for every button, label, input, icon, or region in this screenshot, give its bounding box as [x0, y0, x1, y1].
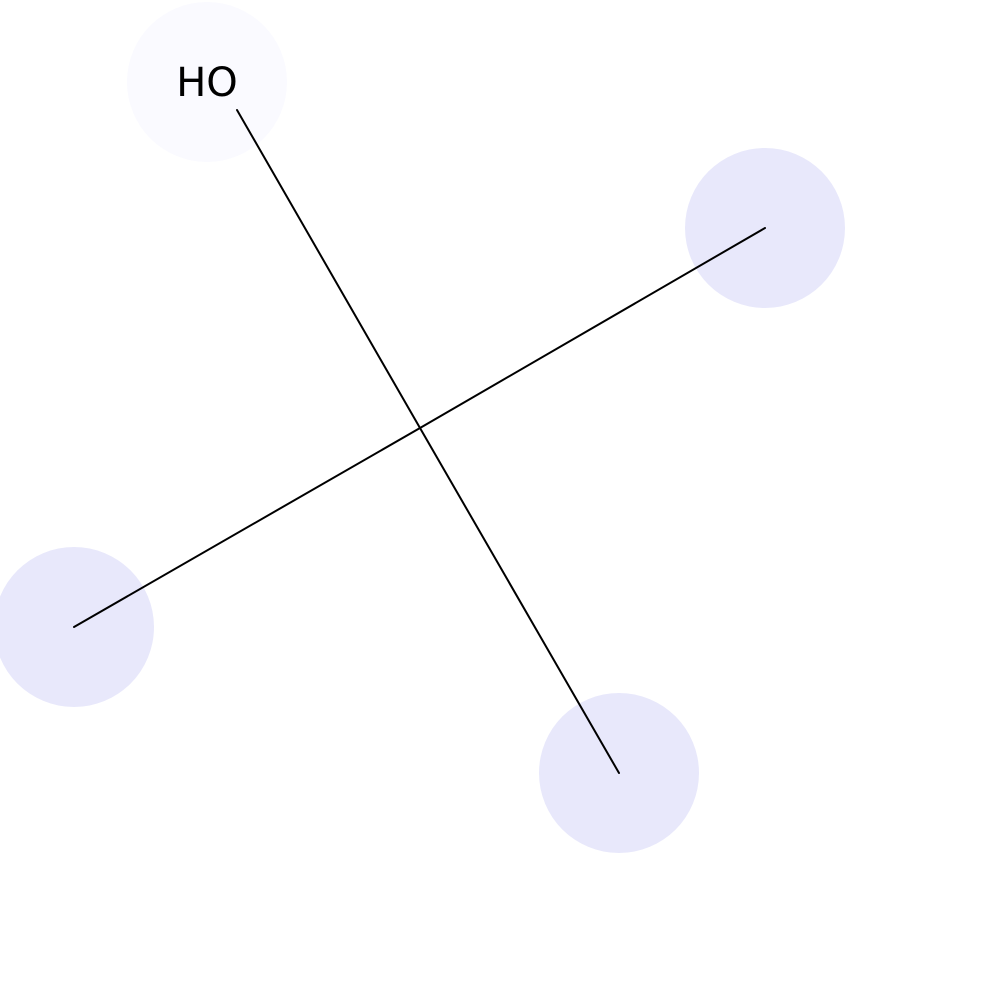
hydroxyl-atom-label: HO [176, 60, 238, 106]
bond-central-carbon-to-methyl-top-right [419, 227, 766, 429]
methyl-highlight-circle-left [0, 547, 154, 707]
bond-central-carbon-to-hydroxyl [236, 109, 421, 429]
hydroxyl-highlight-circle [127, 2, 287, 162]
bond-central-carbon-to-methyl-left [73, 427, 421, 628]
bond-central-carbon-to-methyl-bottom [419, 427, 620, 774]
